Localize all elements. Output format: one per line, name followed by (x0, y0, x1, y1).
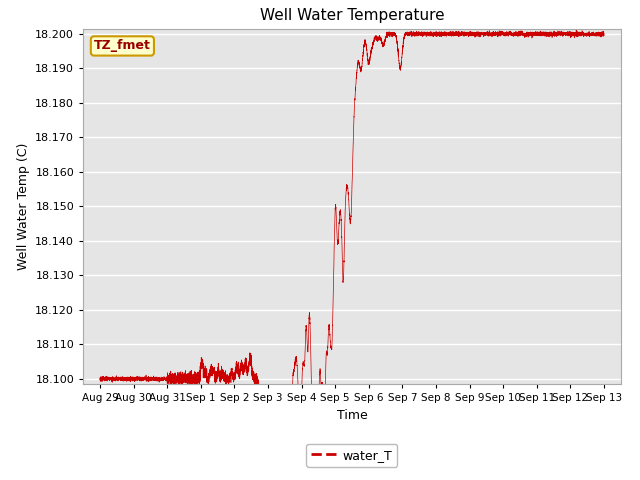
water_T (122, 376, 129, 382)
Y-axis label: Well Water Temp (C): Well Water Temp (C) (17, 143, 29, 270)
water_T (278, 386, 286, 392)
water_T (572, 26, 580, 32)
water_T (600, 31, 608, 36)
water_T (255, 386, 262, 392)
water_T (417, 32, 424, 38)
Title: Well Water Temperature: Well Water Temperature (260, 9, 444, 24)
Line: water_T: water_T (100, 29, 604, 389)
water_T (96, 377, 104, 383)
water_T (497, 31, 504, 36)
water_T (394, 48, 402, 54)
Legend: water_T: water_T (307, 444, 397, 467)
X-axis label: Time: Time (337, 408, 367, 421)
water_T (470, 30, 477, 36)
Text: TZ_fmet: TZ_fmet (94, 39, 151, 52)
